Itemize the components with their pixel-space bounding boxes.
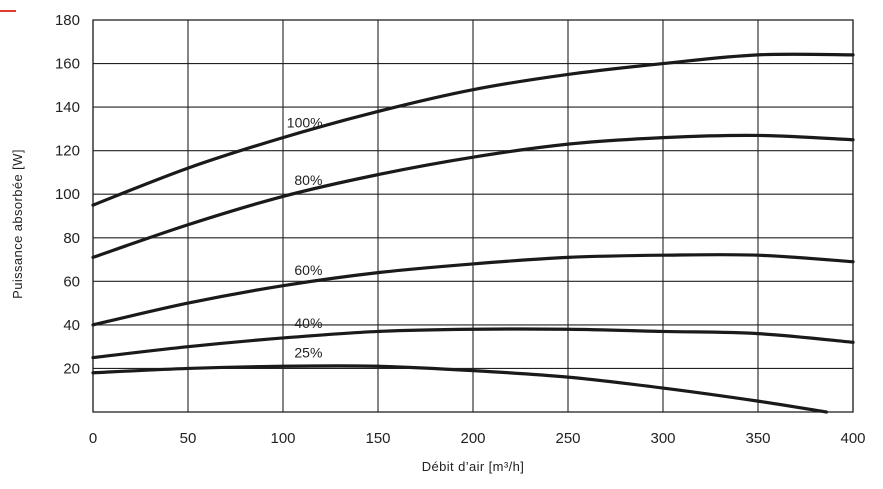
corner-accent-mark xyxy=(0,10,16,12)
y-tick-label: 80 xyxy=(63,230,80,247)
x-tick-label: 350 xyxy=(745,430,770,447)
x-tick-label: 150 xyxy=(365,430,390,447)
series-label: 100% xyxy=(287,115,323,131)
x-tick-labels: 0 50 100 150 200 250 300 350 400 xyxy=(89,430,866,447)
y-tick-labels: 20 40 60 80 100 120 140 160 180 xyxy=(55,12,80,377)
series-line xyxy=(91,327,855,360)
plot-frame xyxy=(92,19,854,413)
series-line xyxy=(91,52,855,207)
y-axis-title: Puissance absorbée [W] xyxy=(10,149,25,299)
x-tick-label: 0 xyxy=(89,430,97,447)
series-line xyxy=(91,253,855,327)
curve-layer: 100% 80% 60% 40% 25% xyxy=(91,52,855,414)
x-tick-label: 400 xyxy=(840,430,865,447)
y-tick-label: 120 xyxy=(55,143,80,160)
y-tick-label: 40 xyxy=(63,317,80,334)
series-label: 40% xyxy=(294,315,322,331)
y-tick-label: 180 xyxy=(55,12,80,29)
series-line xyxy=(91,364,828,414)
x-axis-title: Débit d’air [m³/h] xyxy=(422,459,525,474)
series-label: 25% xyxy=(294,344,322,360)
x-tick-label: 100 xyxy=(270,430,295,447)
x-tick-label: 300 xyxy=(650,430,675,447)
y-tick-label: 20 xyxy=(63,360,80,377)
x-tick-label: 200 xyxy=(460,430,485,447)
y-tick-label: 60 xyxy=(63,273,80,290)
y-tick-label: 100 xyxy=(55,186,80,203)
grid-layer xyxy=(92,19,854,412)
series-label: 60% xyxy=(294,262,322,278)
y-tick-label: 140 xyxy=(55,99,80,116)
x-tick-label: 250 xyxy=(555,430,580,447)
y-tick-label: 160 xyxy=(55,56,80,73)
x-tick-label: 50 xyxy=(180,430,197,447)
series-label: 80% xyxy=(294,172,322,188)
series-line xyxy=(91,133,855,259)
